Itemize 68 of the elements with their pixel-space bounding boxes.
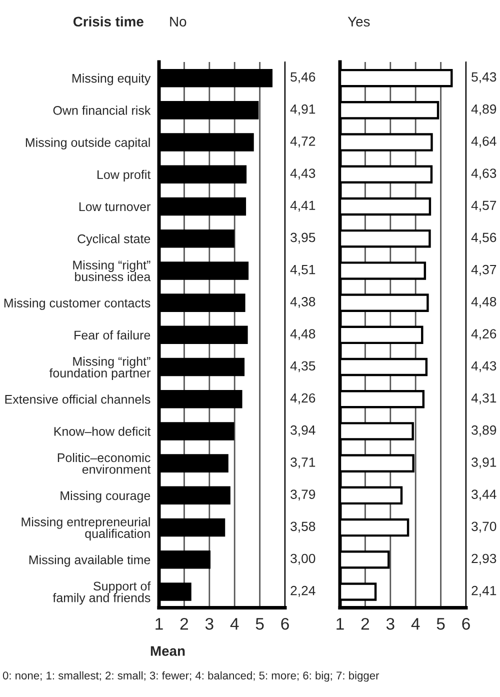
data-label: 2,41 [472,586,496,597]
data-label: 3,94 [290,425,316,436]
data-label: 3,58 [290,522,316,533]
data-label: 2,24 [290,586,316,597]
text: Crisis time [73,16,144,27]
data-label: 3,79 [290,490,316,501]
x-tick-label: 5 [436,618,445,630]
x-tick-label: 6 [281,618,289,630]
y-tick-label: Cyclical state [78,234,150,246]
y-tick-label: Low turnover [79,202,150,212]
x-tick-label: 4 [411,618,420,630]
y-tick-label: Extensive official channels [5,394,150,404]
y-tick-label: Missing “right” foundation partner [49,356,150,380]
y-tick-label: Politic–economic environment [58,452,151,474]
data-label: 4,91 [290,104,316,116]
y-tick-label: Own financial risk [53,106,151,115]
data-label: 2,93 [472,554,496,565]
x-tick-label: 3 [205,618,214,630]
y-tick-label: Missing available time [29,555,150,567]
chart-title: Yes [348,16,370,27]
data-label: 5,46 [290,72,316,84]
y-tick-label: Missing customer contacts [4,298,150,310]
text: 0: none; 1: smallest; 2: small; 3: fewer; 4: balanced; 5: more; 6: big; 7: bigger [2,671,380,682]
data-label: 4,37 [471,264,496,276]
data-label: 4,56 [471,232,496,244]
y-tick-label: Support of family and friends [52,581,151,605]
data-label: 4,31 [471,393,496,404]
data-label: 4,35 [290,361,316,372]
x-tick-label: 1 [336,618,344,630]
x-tick-label: 3 [386,618,394,630]
data-label: 3,95 [290,232,316,244]
y-tick-label: Missing “right” business idea [73,260,151,282]
data-label: 4,26 [471,329,496,340]
data-label: 4,48 [290,329,316,340]
data-label: 4,63 [471,168,496,180]
data-label: 3,71 [290,458,316,468]
data-label: 4,51 [290,265,316,276]
y-tick-label: Missing entrepreneurial qualification [22,517,150,540]
data-label: 4,43 [471,361,496,372]
x-tick-label: 4 [230,618,239,630]
data-label: 3,00 [290,554,316,565]
chart-title: No [170,16,186,27]
data-label: 4,64 [471,136,496,148]
data-label: 5,43 [472,72,496,84]
y-tick-label: Missing courage [60,490,150,503]
y-tick-label: Missing equity [72,74,151,86]
y-tick-label: Know–how deficit [54,426,151,436]
data-label: 4,41 [290,200,316,212]
data-label: 3,70 [472,522,496,533]
data-label: 3,89 [472,425,496,436]
data-label: 3,91 [472,458,496,468]
x-axis-title: Mean [150,646,185,656]
x-tick-label: 5 [256,618,264,630]
x-tick-label: 6 [462,618,470,630]
data-label: 4,26 [290,393,316,404]
x-tick-label: 2 [180,618,188,630]
y-tick-label: Low profit [98,170,151,182]
data-label: 4,57 [471,200,496,212]
y-tick-label: Missing outside capital [26,138,150,150]
data-label: 4,72 [290,136,316,148]
data-label: 4,38 [290,297,316,308]
x-tick-label: 1 [156,618,163,630]
data-label: 3,44 [472,490,496,501]
data-label: 4,89 [471,104,496,116]
y-tick-label: Fear of failure [74,330,150,340]
data-label: 4,48 [471,297,496,308]
x-tick-label: 2 [361,618,369,630]
data-label: 4,43 [290,168,316,180]
